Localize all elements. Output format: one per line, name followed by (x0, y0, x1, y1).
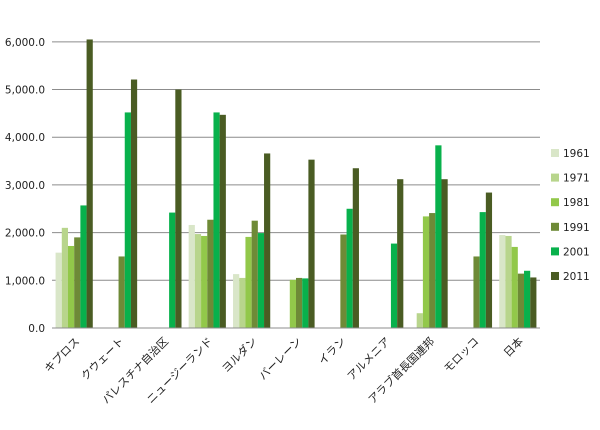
bars (55, 39, 537, 329)
y-tick-label: 5,000.0 (5, 85, 45, 97)
bar-2011-キプロス (86, 39, 93, 329)
bar-2001-クウェート (124, 112, 131, 329)
bar-1981-ヨルダン (245, 236, 252, 328)
legend-label-2011: 2011 (563, 271, 590, 283)
x-category-label: イラン (316, 335, 349, 368)
bar-2001-アルメニア (390, 243, 398, 328)
y-tick-label: 1,000.0 (5, 275, 45, 287)
legend-label-1971: 1971 (563, 173, 590, 185)
bar-2011-モロッコ (485, 192, 493, 328)
y-tick-label: 2,000.0 (5, 228, 45, 240)
legend-swatch-2011 (551, 272, 559, 280)
legend-swatch-1971 (551, 173, 559, 182)
bar-2011-バーレーン (308, 159, 315, 328)
y-axis-tick-labels: 0.0 1,000.0 2,000.0 3,000.0 4,000.0 5,000.0 6,… (5, 37, 45, 335)
legend-swatch-1991 (551, 222, 559, 231)
bar-2011-ニュージーランド (219, 114, 226, 328)
legend-label-2001: 2001 (563, 246, 590, 258)
bar-1991-アラブ首長国連邦 (429, 213, 436, 328)
bar-1991-クウェート (118, 256, 125, 328)
bar-2001-イラン (346, 208, 353, 328)
bar-1991-モロッコ (473, 256, 480, 328)
legend-label-1981: 1981 (563, 197, 590, 209)
bar-2011-ヨルダン (264, 153, 271, 328)
y-tick-label: 6,000.0 (5, 37, 45, 49)
bar-1971-ニュージーランド (194, 234, 202, 328)
bar-2011-パレスチナ自治区 (175, 89, 182, 328)
bar-2001-日本 (524, 270, 531, 328)
bar-2001-ニュージーランド (213, 112, 220, 329)
x-category-label: クウェート (79, 335, 127, 383)
legend-swatch-2001 (551, 247, 559, 256)
bar-1991-キプロス (74, 237, 81, 328)
y-tick-label: 4,000.0 (5, 132, 45, 144)
x-category-label: バーレーン (256, 335, 304, 383)
bar-2011-アルメニア (397, 179, 404, 328)
bar-2011-アラブ首長国連邦 (441, 179, 448, 328)
x-category-label: ヨルダン (219, 334, 260, 375)
legend-label-1991: 1991 (563, 222, 590, 234)
x-category-label: モロッコ (441, 335, 481, 375)
bar-1991-日本 (517, 273, 525, 328)
bar-1971-キプロス (61, 227, 68, 328)
bar-2011-イラン (352, 168, 359, 328)
bar-1971-アラブ首長国連邦 (416, 313, 423, 328)
bar-2001-キプロス (80, 205, 87, 328)
bar-2001-アラブ首長国連邦 (435, 145, 442, 328)
bar-1991-イラン (340, 234, 347, 328)
y-tick-label: 3,000.0 (5, 180, 45, 192)
bar-2001-ヨルダン (257, 233, 265, 328)
bar-1961-キプロス (55, 252, 62, 328)
legend-swatch-1961 (551, 149, 559, 157)
bar-1991-バーレーン (296, 277, 303, 328)
bar-1981-アラブ首長国連邦 (422, 216, 430, 328)
bar-1991-ヨルダン (251, 220, 258, 328)
bar-1981-キプロス (67, 245, 75, 328)
legend-swatch-1981 (551, 198, 559, 207)
bar-1981-日本 (511, 246, 518, 328)
x-category-label: キプロス (42, 335, 82, 375)
bar-2011-日本 (530, 277, 537, 328)
bar-1961-ヨルダン (233, 274, 240, 328)
x-category-label: 日本 (500, 334, 525, 359)
bar-2011-クウェート (130, 79, 138, 329)
bar-1981-ニュージーランド (201, 235, 208, 328)
x-category-label: アルメニア (345, 335, 393, 383)
legend-label-1961: 1961 (563, 148, 590, 160)
bar-1981-バーレーン (289, 279, 296, 328)
bar-1971-ヨルダン (239, 277, 246, 328)
bar-2001-モロッコ (479, 212, 486, 328)
bar-1991-ニュージーランド (207, 219, 214, 328)
bar-2001-パレスチナ自治区 (169, 212, 176, 328)
bar-2001-バーレーン (302, 278, 309, 328)
bar-1961-ニュージーランド (188, 224, 195, 328)
y-tick-label: 0.0 (28, 323, 45, 335)
legend: 1961 1971 1981 1991 2001 2011 (551, 148, 590, 283)
bar-1961-日本 (499, 235, 506, 328)
bar-1971-日本 (505, 235, 512, 328)
